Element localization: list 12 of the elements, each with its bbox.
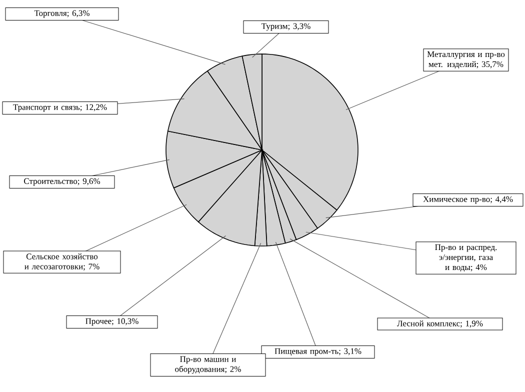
slice-label: Сельское хозяйство и лесозаготовки; 7% [24,253,100,271]
slice-label: Пр-во машин и оборудования; 2% [175,356,241,374]
slice-label: Пр-во и распред. э/энергии, газа и воды; 4% [435,244,497,272]
slice-label: Пищевая пром-ть; 3,1% [274,348,362,356]
slice-label: Химическое пр-во; 4,4% [423,196,513,204]
slice-label: Транспорт и связь; 12,2% [13,104,107,112]
slice-label: Прочее; 10,3% [86,318,138,326]
slice-label: Строительство; 9,6% [24,178,100,186]
slice-label: Лесной комплекс; 1,9% [397,320,483,328]
slice-label: Металлургия и пр-во мет. изделий; 35,7% [427,51,505,69]
slice-label: Торговля; 6,3% [34,10,90,18]
slice-label: Туризм; 3,3% [261,23,310,31]
